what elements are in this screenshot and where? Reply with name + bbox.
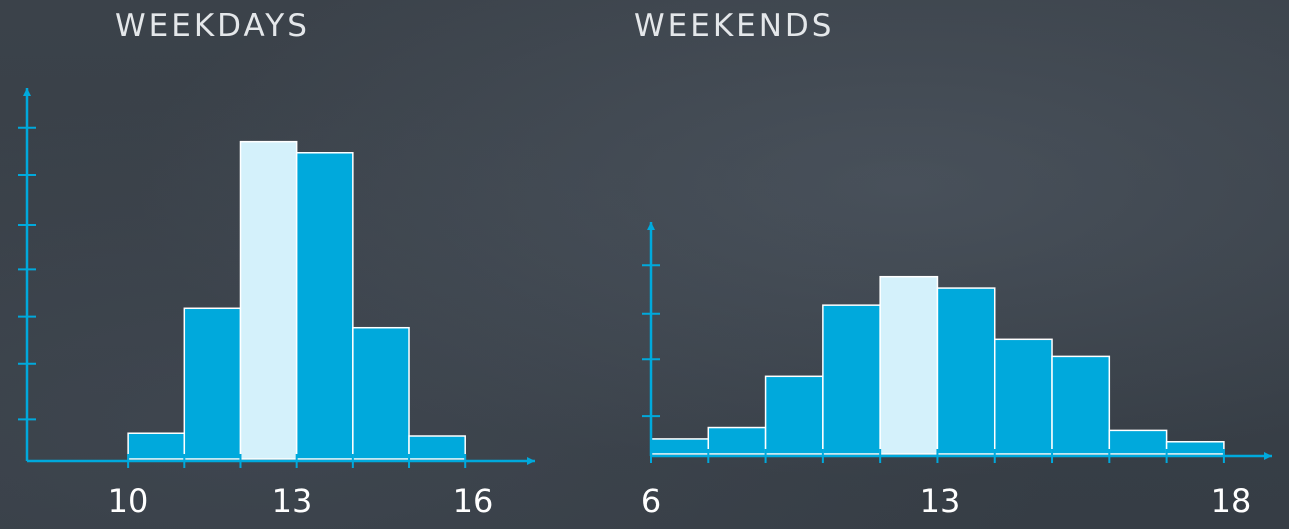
weekdays-bar-6 bbox=[408, 435, 466, 460]
weekdays-x-tick-label-13: 13 bbox=[272, 482, 313, 520]
weekends-histogram: 6 13 18 bbox=[641, 222, 1272, 520]
weekdays-bar-2 bbox=[183, 307, 242, 460]
weekends-bar-1 bbox=[650, 438, 710, 455]
weekdays-x-tick-label-10: 10 bbox=[108, 482, 149, 520]
weekdays-y-axis-arrow bbox=[23, 88, 31, 96]
weekends-bar-2 bbox=[707, 426, 767, 455]
weekdays-histogram: 10 13 16 bbox=[18, 88, 535, 520]
weekdays-bar-4 bbox=[295, 152, 354, 460]
weekends-x-tick-label-18: 18 bbox=[1211, 482, 1252, 520]
weekdays-x-axis-arrow bbox=[527, 457, 535, 465]
weekends-x-axis-arrow bbox=[1264, 452, 1272, 460]
weekdays-x-tick-label-16: 16 bbox=[453, 482, 494, 520]
weekends-bar-6 bbox=[936, 287, 996, 455]
weekends-bar-7 bbox=[993, 338, 1053, 455]
weekdays-bar-5 bbox=[352, 326, 410, 460]
weekends-y-axis-arrow bbox=[647, 222, 655, 230]
weekdays-bar-3 bbox=[239, 140, 298, 460]
weekends-title: WEEKENDS bbox=[634, 8, 835, 44]
weekends-x-tick-label-6: 6 bbox=[641, 482, 661, 520]
weekends-x-tick-label-13: 13 bbox=[920, 482, 961, 520]
weekdays-title: WEEKDAYS bbox=[115, 8, 310, 44]
weekdays-bar-1 bbox=[127, 432, 186, 460]
weekends-bar-8 bbox=[1051, 355, 1111, 455]
weekends-bar-10 bbox=[1165, 441, 1225, 455]
weekends-bar-4 bbox=[822, 304, 881, 455]
weekends-bar-3 bbox=[764, 375, 824, 455]
weekends-bar-5 bbox=[879, 275, 939, 455]
weekends-bar-9 bbox=[1108, 429, 1168, 455]
